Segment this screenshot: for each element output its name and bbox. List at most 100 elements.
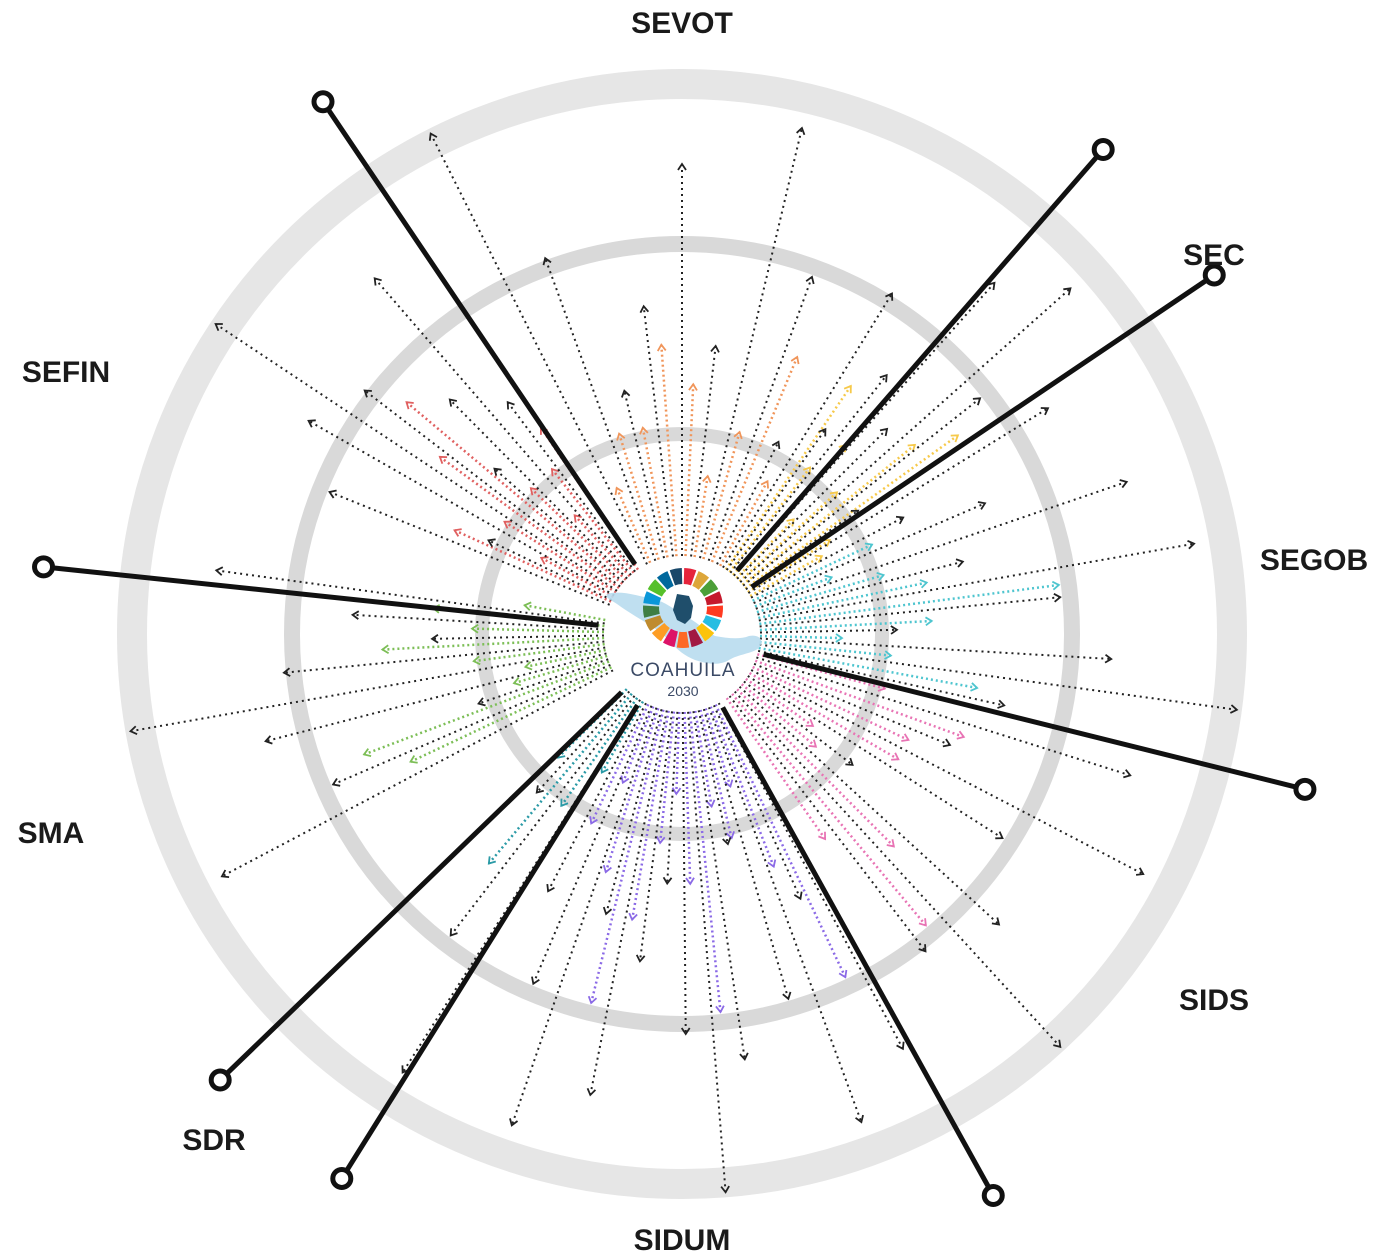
- arrow-sma: [362, 660, 610, 757]
- arrow-segob: [759, 640, 893, 660]
- arrow-black: [692, 711, 749, 1062]
- axis-endpoint: [32, 555, 56, 579]
- arrow-black: [449, 695, 636, 937]
- coahuila-2030-logo: COAHUILA 2030: [599, 556, 767, 716]
- sdg-segment: [662, 628, 678, 648]
- arrow-sidum: [587, 709, 665, 1005]
- arrow-sidum: [683, 711, 695, 886]
- logo-year: 2030: [667, 683, 699, 699]
- arrow-sidum: [709, 706, 777, 869]
- arrow-sids: [736, 688, 895, 848]
- arrow-black: [743, 680, 854, 766]
- sector-axis: [720, 706, 996, 1197]
- arrow-sidum: [704, 707, 734, 789]
- arrow-sefin: [503, 520, 617, 594]
- arrow-sidum: [620, 706, 655, 785]
- arrow-black: [745, 509, 860, 591]
- label-sefin: SEFIN: [21, 356, 111, 389]
- arrow-black: [738, 685, 1001, 926]
- arrow-black: [758, 539, 1196, 622]
- sdg-segment: [644, 615, 664, 632]
- arrow-sids: [731, 693, 927, 927]
- arrow-black: [716, 440, 781, 565]
- axis-endpoint: [330, 1166, 354, 1190]
- arrow-sidum: [699, 709, 735, 840]
- arrow-black: [742, 397, 982, 587]
- arrow-black: [707, 275, 815, 562]
- sector-axis: [750, 272, 1216, 590]
- arrow-black: [487, 538, 613, 601]
- arrow-sefin: [405, 401, 624, 585]
- arrow-sevot: [702, 430, 743, 560]
- arrow-black: [448, 398, 628, 580]
- arrow-sma: [523, 648, 606, 671]
- label-sdr: SDR: [182, 1124, 246, 1157]
- axis-endpoint: [1293, 777, 1317, 801]
- arrow-black: [331, 663, 611, 787]
- arrow-black: [531, 705, 653, 986]
- arrow-sidum: [714, 703, 848, 979]
- label-segob: SEGOB: [1259, 544, 1369, 577]
- arrow-segob: [758, 646, 979, 692]
- arrow-sefin: [438, 455, 620, 589]
- arrow-sefin: [453, 528, 612, 603]
- label-sma: SMA: [17, 817, 85, 850]
- sdg-segment: [683, 568, 697, 586]
- label-sidum: SIDUM: [633, 1224, 731, 1257]
- arrow-black: [750, 669, 1145, 876]
- arrow-black: [725, 427, 827, 571]
- dotted-arrows: [128, 126, 1239, 1194]
- sector-axis: [339, 703, 640, 1180]
- arrow-sec: [728, 466, 812, 573]
- arrow-sevot: [693, 474, 712, 558]
- arrow-black: [757, 649, 1006, 709]
- arrow-black: [214, 566, 605, 625]
- arrow-sefin: [529, 487, 627, 581]
- arrow-sdr: [560, 697, 639, 808]
- sdg-wheel-icon: [643, 568, 723, 648]
- arrow-black: [493, 467, 625, 584]
- arrow-segob: [754, 574, 834, 608]
- arrow-black: [750, 515, 905, 599]
- arrow-black: [307, 419, 615, 597]
- arrow-sec: [749, 554, 824, 598]
- sector-axis: [735, 147, 1106, 573]
- sector-axes: [32, 90, 1317, 1208]
- arrow-black: [759, 625, 899, 635]
- arrow-black: [707, 706, 864, 1124]
- arrow-black: [729, 373, 888, 574]
- arrow-black: [128, 646, 606, 735]
- arrow-sevot: [616, 432, 660, 560]
- arrow-black: [506, 400, 636, 573]
- axis-endpoint: [1202, 263, 1226, 287]
- arrow-segob: [752, 542, 874, 602]
- arrow-black: [747, 407, 1050, 594]
- arrow-black: [733, 690, 1062, 1049]
- arrow-black: [697, 709, 732, 846]
- sector-axis: [762, 651, 1306, 792]
- arrow-black: [264, 652, 607, 745]
- arrow-segob: [759, 616, 934, 632]
- arrow-sids: [748, 672, 900, 761]
- arrow-sec: [735, 518, 795, 579]
- arrow-segob: [758, 579, 929, 620]
- arrow-sevot: [719, 479, 769, 567]
- arrow-sec: [724, 384, 852, 571]
- axis-endpoint: [981, 1184, 1005, 1208]
- arrow-black: [759, 643, 1239, 714]
- arrow-black: [639, 304, 674, 557]
- sector-axis: [320, 100, 638, 566]
- arrow-black: [477, 658, 609, 707]
- arrow-sevot: [656, 343, 678, 557]
- label-sec: SEC: [1183, 239, 1245, 272]
- arrow-sma: [380, 636, 605, 655]
- arrow-sidum: [656, 711, 676, 845]
- arrow-sec: [741, 443, 917, 586]
- arrow-black: [759, 593, 1062, 628]
- arrow-black: [680, 711, 691, 1036]
- arrow-sevot: [639, 426, 669, 558]
- sdg-segment: [699, 579, 719, 597]
- arrow-sevot: [614, 486, 652, 564]
- outer-ring: [117, 69, 1247, 1199]
